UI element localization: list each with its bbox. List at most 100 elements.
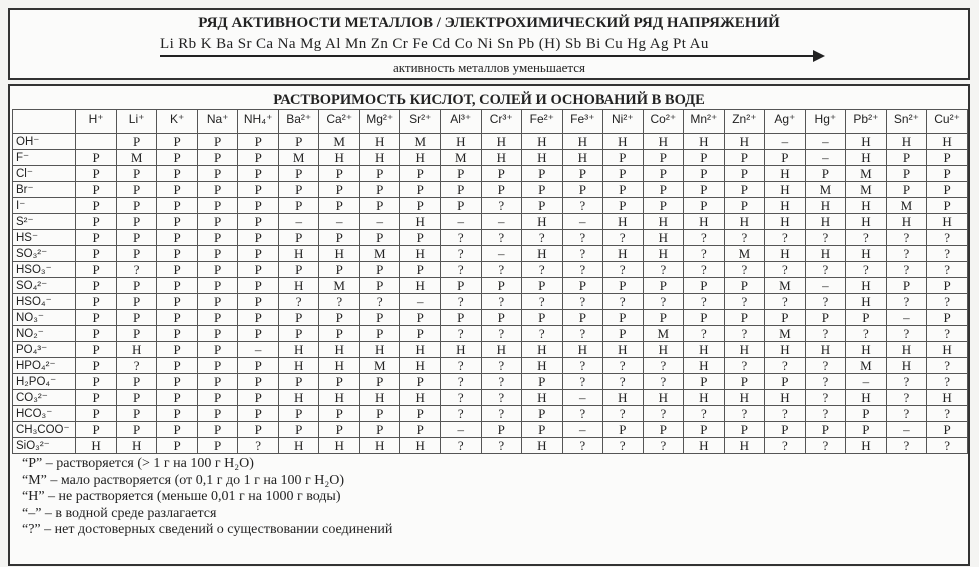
solubility-cell: – (318, 213, 360, 230)
solubility-cell: Н (399, 357, 441, 374)
legend-item-decomposes: “–” – в водной среде разлагается (22, 505, 217, 521)
solubility-cell: Н (602, 213, 644, 230)
solubility-cell: ? (764, 357, 806, 374)
solubility-cell: Р (683, 149, 725, 166)
solubility-cell: Н (804, 213, 847, 230)
solubility-cell: Р (196, 309, 239, 326)
solubility-cell: ? (480, 437, 523, 454)
solubility-cell: Р (521, 277, 563, 294)
solubility-cell: Н (480, 149, 523, 166)
solubility-cell: ? (561, 197, 604, 214)
solubility-cell: Н (277, 437, 320, 454)
solubility-cell: Н (602, 245, 644, 262)
solubility-cell: Р (399, 309, 441, 326)
solubility-cell: Н (277, 341, 320, 358)
solubility-cell: Р (642, 181, 685, 198)
solubility-cell: ? (885, 245, 928, 262)
solubility-cell: ? (561, 245, 604, 262)
solubility-cell: Р (156, 165, 198, 182)
solubility-cell: ? (885, 293, 928, 310)
solubility-cell: М (358, 245, 401, 262)
solubility-cell: Р (156, 373, 198, 390)
solubility-cell: Н (845, 277, 887, 294)
solubility-cell: Р (642, 197, 685, 214)
solubility-cell: Р (399, 261, 441, 278)
solubility-cell: Р (318, 309, 360, 326)
solubility-cell: Р (521, 309, 563, 326)
solubility-cell: ? (521, 261, 563, 278)
solubility-cell: Р (521, 165, 563, 182)
solubility-cell: Р (602, 325, 644, 342)
solubility-cell: Н (358, 133, 401, 150)
solubility-cell: ? (480, 325, 523, 342)
solubility-cell: М (845, 165, 887, 182)
solubility-cell: Р (156, 181, 198, 198)
solubility-cell: Р (115, 293, 158, 310)
solubility-cell: Р (764, 309, 806, 326)
solubility-cell: М (845, 357, 887, 374)
solubility-cell: Р (521, 373, 563, 390)
cation-header: Co²⁺ (642, 109, 685, 134)
solubility-cell: Н (845, 133, 887, 150)
solubility-cell: Р (683, 165, 725, 182)
solubility-cell: ? (764, 405, 806, 422)
solubility-cell: Н (926, 133, 968, 150)
cation-header: K⁺ (156, 109, 198, 134)
solubility-cell: Р (237, 277, 279, 294)
solubility-cell: ? (926, 245, 968, 262)
solubility-cell: М (885, 197, 928, 214)
solubility-cell: М (804, 181, 847, 198)
solubility-cell: Н (277, 389, 320, 406)
solubility-cell: Р (358, 421, 401, 438)
solubility-cell: Р (196, 181, 239, 198)
cation-header: Hg⁺ (804, 109, 847, 134)
table-row: HS⁻ Р Р Р Р Р Р Р Р Р????? Н??????? (11, 229, 968, 246)
solubility-cell: Р (399, 197, 441, 214)
solubility-cell: Н (521, 149, 563, 166)
solubility-cell: Р (115, 373, 158, 390)
solubility-cell: Р (926, 149, 968, 166)
solubility-cell: ? (683, 325, 725, 342)
solubility-cell: ? (277, 293, 320, 310)
activity-series-title: РЯД АКТИВНОСТИ МЕТАЛЛОВ / ЭЛЕКТРОХИМИЧЕС… (198, 15, 780, 31)
solubility-cell: М (764, 277, 806, 294)
table-row: Br⁻ Р Р Р Р Р Р Р Р Р Р Р Р Р Р Р Р Р Н М М Р Р (11, 181, 968, 198)
solubility-cell: Р (480, 181, 523, 198)
solubility-cell: ? (561, 229, 604, 246)
solubility-cell: Р (277, 229, 320, 246)
solubility-cell: – (885, 309, 928, 326)
solubility-cell: Н (318, 341, 360, 358)
solubility-cell: ? (642, 405, 685, 422)
solubility-cell: Р (75, 309, 117, 326)
solubility-cell: Р (723, 181, 766, 198)
solubility-cell: Н (642, 341, 685, 358)
solubility-cell: Н (804, 245, 847, 262)
solubility-cell: ? (602, 261, 644, 278)
solubility-cell: Н (683, 133, 725, 150)
solubility-cell: Н (440, 341, 482, 358)
solubility-cell: – (804, 149, 847, 166)
solubility-cell: Р (156, 245, 198, 262)
solubility-cell: Н (399, 341, 441, 358)
solubility-cell: Н (521, 133, 563, 150)
solubility-cell: – (277, 213, 320, 230)
solubility-cell: Р (683, 277, 725, 294)
solubility-cell: Н (75, 437, 117, 454)
solubility-cell: Н (764, 165, 806, 182)
solubility-cell: М (318, 277, 360, 294)
table-row: NO₃⁻ Р Р Р Р Р Р Р Р Р Р Р Р Р Р Р Р Р Р Р Р – Р (11, 309, 968, 326)
table-row: SO₄²⁻ Р Р Р Р Р Н М Р Н Р Р Р Р Р Р Р Р М – Н Р Р (11, 277, 968, 294)
solubility-cell: ? (926, 405, 968, 422)
solubility-cell: Р (75, 229, 117, 246)
solubility-cell: Р (885, 165, 928, 182)
solubility-cell: Р (723, 309, 766, 326)
solubility-cell: – (399, 293, 441, 310)
solubility-cell: Р (602, 421, 644, 438)
anion-label: S²⁻ (11, 213, 77, 230)
solubility-cell: Р (723, 165, 766, 182)
solubility-cell: Н (318, 389, 360, 406)
solubility-cell: Р (602, 197, 644, 214)
solubility-cell: ? (602, 357, 644, 374)
table-row: SO₃²⁻ Р Р Р Р Р Н Н М Н? – Н? Н Н? М Н Н Н?? (11, 245, 968, 262)
solubility-cell: ? (764, 293, 806, 310)
